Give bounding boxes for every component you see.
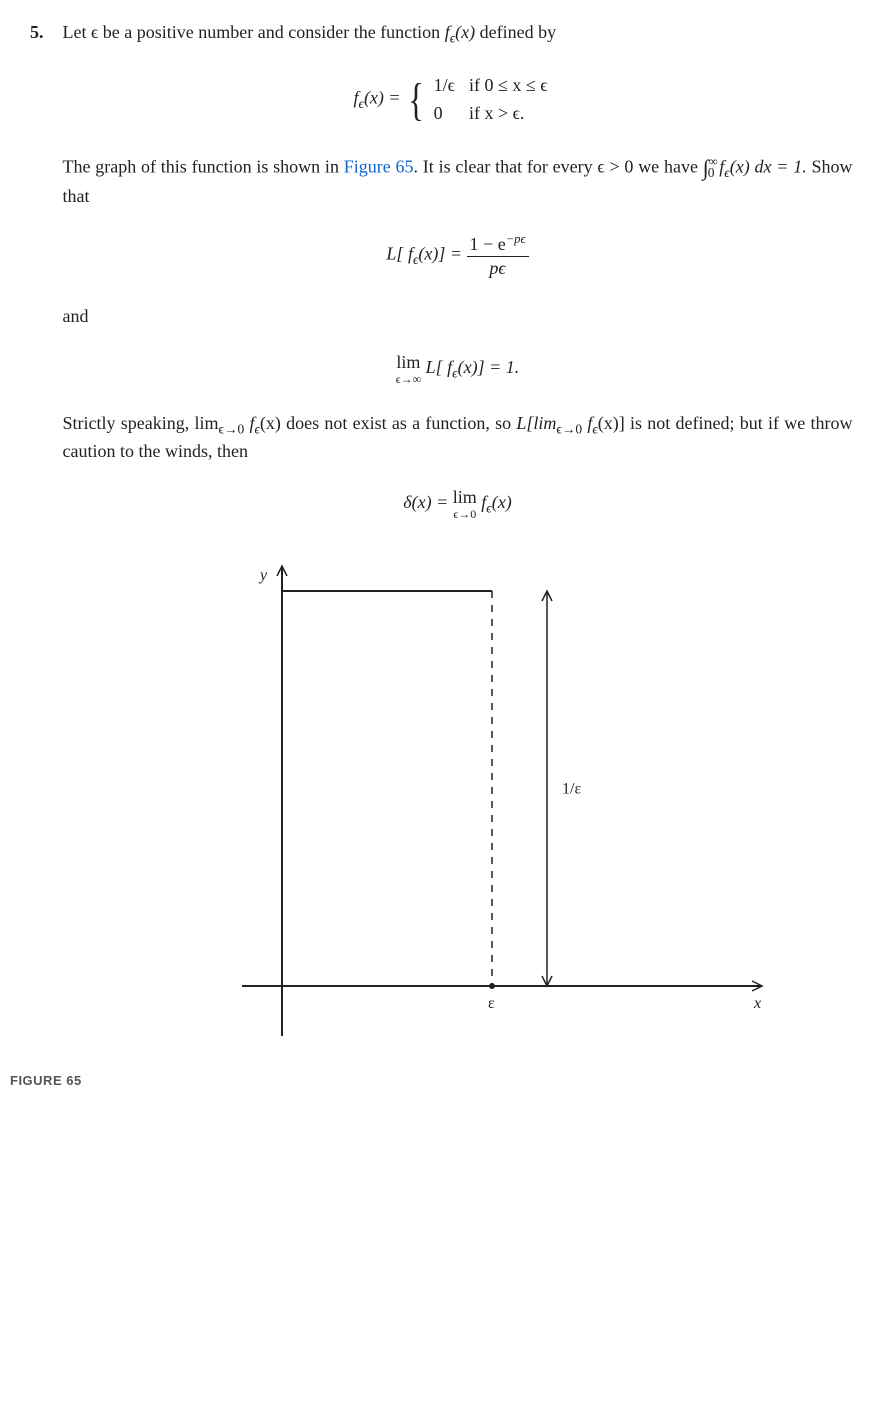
case1-value: 1/ϵ — [434, 72, 469, 99]
case2-cond: if x > ϵ. — [469, 100, 562, 127]
lim-block: lim ϵ→∞ — [396, 353, 421, 385]
intro-tail: defined by — [475, 22, 556, 42]
lim-body: L[ f — [426, 357, 453, 377]
delta-lim-sub: ϵ→0 — [453, 508, 477, 520]
figure-65: y x ε 1/ε — [91, 546, 853, 1053]
p3-b: f — [244, 413, 254, 433]
p3-c: (x) does not exist as a function, so — [260, 413, 516, 433]
delta-lim-word: lim — [453, 488, 477, 506]
delta-lim: lim ϵ→0 — [453, 488, 477, 520]
lap-lhs-tail: (x)] = — [418, 243, 462, 263]
p3-d: L[lim — [516, 413, 556, 433]
figure-link[interactable]: Figure 65 — [344, 156, 414, 176]
laplace-equation: L[ fϵ(x)] = 1 − e−pϵ pϵ — [63, 233, 853, 278]
p3-sub2: ϵ→0 — [556, 421, 582, 436]
figure-svg: y x ε 1/ε — [162, 546, 782, 1046]
problem-number: 5. — [30, 20, 58, 45]
and-text: and — [63, 304, 853, 329]
paragraph-2: The graph of this function is shown in F… — [63, 153, 853, 209]
fn-arg: (x) — [455, 22, 475, 42]
case1-cond: if 0 ≤ x ≤ ϵ — [469, 72, 562, 99]
lap-den: pϵ — [467, 257, 529, 278]
delta-equation: δ(x) = lim ϵ→0 fϵ(x) — [63, 488, 853, 520]
p2-b: . It is clear that for every ϵ > 0 we ha… — [414, 156, 703, 176]
pw-lhs-arg: (x) = — [364, 88, 401, 108]
delta-body-tail: (x) — [492, 493, 512, 513]
case1-den: ϵ — [448, 75, 455, 95]
lim-sub: ϵ→∞ — [396, 373, 421, 385]
paragraph-3: Strictly speaking, limϵ→0 fϵ(x) does not… — [63, 411, 853, 465]
lim-body-tail: (x)] = 1. — [458, 357, 520, 377]
lap-num-a: 1 − e — [470, 234, 506, 254]
limit-equation: lim ϵ→∞ L[ fϵ(x)] = 1. — [63, 353, 853, 385]
cases-table: 1/ϵ if 0 ≤ x ≤ ϵ 0 if x > ϵ. — [434, 72, 562, 126]
p2-a: The graph of this function is shown in — [63, 156, 344, 176]
delta-lhs: δ(x) = — [403, 493, 453, 513]
case2-value: 0 — [434, 100, 469, 127]
intro-text: Let ϵ be a positive number and consider … — [63, 22, 445, 42]
p3-sub1: ϵ→0 — [218, 421, 244, 436]
integral-f: f — [714, 156, 724, 176]
svg-text:1/ε: 1/ε — [562, 781, 581, 798]
piecewise-definition: fϵ(x) = { 1/ϵ if 0 ≤ x ≤ ϵ 0 if x > ϵ. — [63, 72, 853, 126]
left-brace-icon: { — [408, 77, 423, 123]
p3-a: Strictly speaking, lim — [63, 413, 219, 433]
intro-paragraph: Let ϵ be a positive number and consider … — [63, 20, 853, 48]
svg-text:x: x — [753, 995, 761, 1012]
lap-lhs: L[ f — [386, 243, 413, 263]
svg-text:y: y — [258, 567, 268, 584]
case1-num: 1 — [434, 75, 443, 95]
lap-fraction: 1 − e−pϵ pϵ — [467, 233, 529, 278]
figure-caption: FIGURE 65 — [10, 1072, 862, 1090]
svg-text:ε: ε — [488, 995, 495, 1012]
integral-arg: (x) dx = 1. — [730, 156, 807, 176]
lim-word: lim — [396, 353, 421, 371]
p3-e: f — [582, 413, 592, 433]
lap-num-exp: −pϵ — [506, 232, 526, 246]
